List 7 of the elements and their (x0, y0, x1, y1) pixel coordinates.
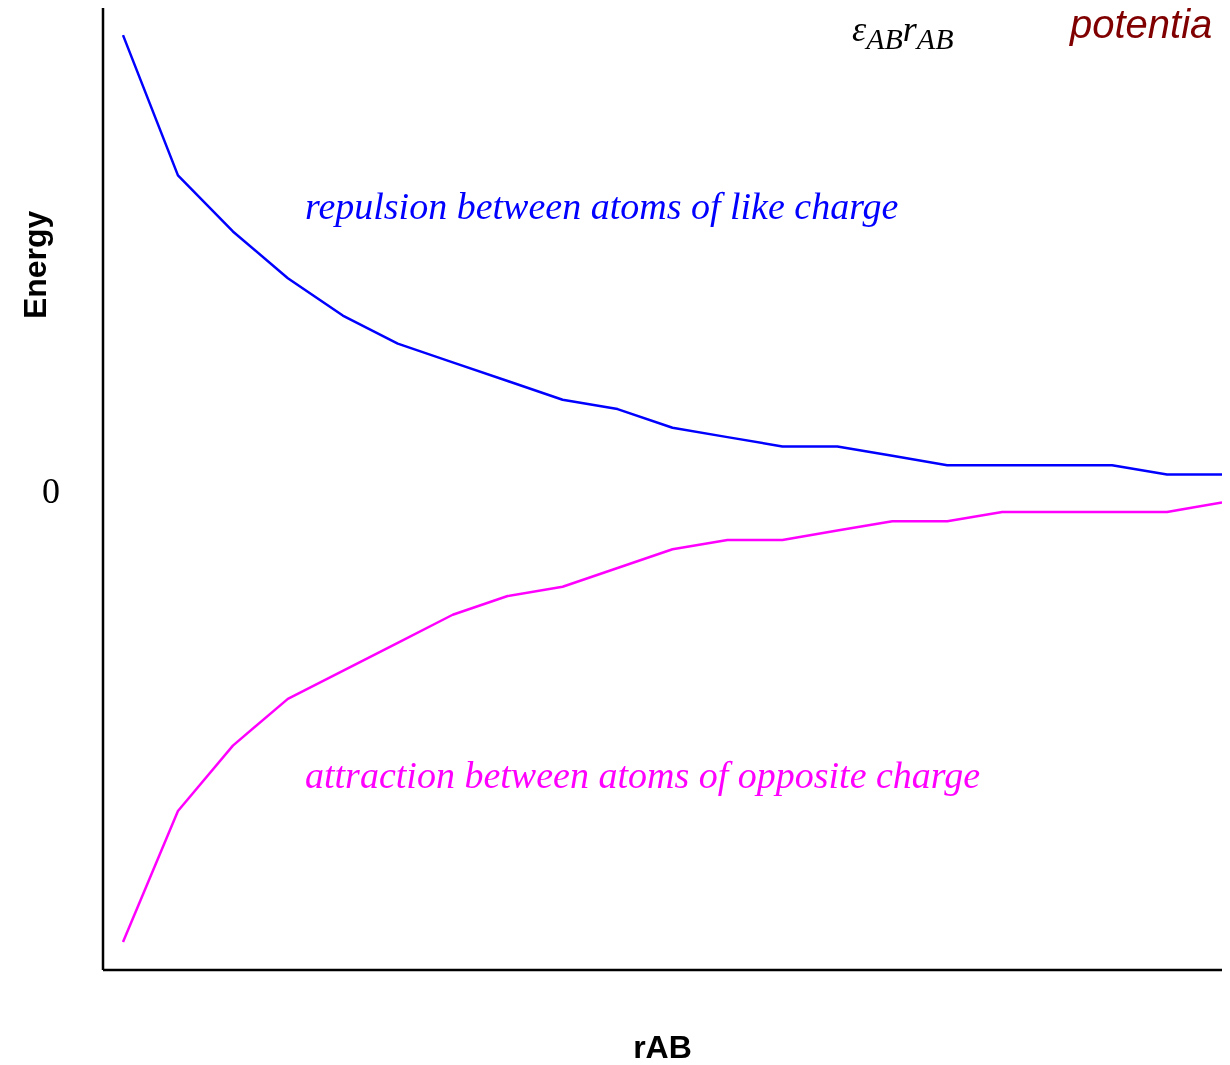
y-axis-title: Energy (17, 210, 54, 320)
text: 0 (42, 470, 60, 512)
x-axis-title: rAB (633, 1029, 692, 1065)
annotation: potentia (1070, 7, 1213, 47)
annotation: attraction between atoms of opposite charge (305, 753, 981, 797)
annotation: repulsion between atoms of like charge (305, 184, 899, 228)
annotation: ε$_{AB}$r$_{AB}$ (852, 8, 954, 57)
